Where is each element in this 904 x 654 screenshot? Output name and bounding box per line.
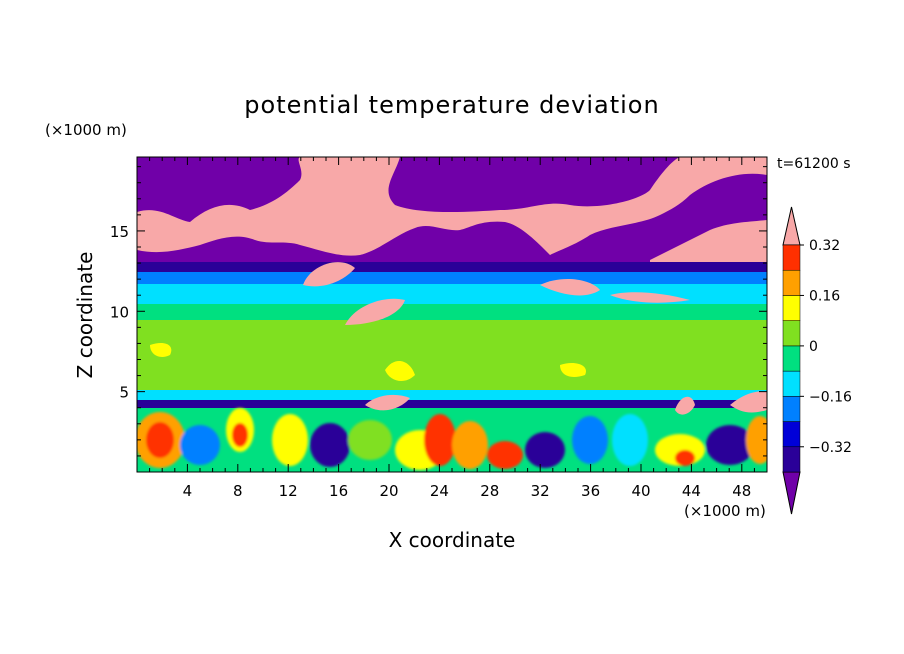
colorbar-segment <box>782 345 801 372</box>
x-tick-label: 48 <box>732 482 751 500</box>
x-tick-label: 4 <box>183 482 193 500</box>
x-unit-label: (×1000 m) <box>684 502 766 520</box>
colorbar-segment <box>782 421 801 448</box>
colorbar-max-arrow <box>782 206 801 246</box>
colorbar-segment <box>782 370 801 397</box>
x-tick-label: 28 <box>480 482 499 500</box>
y-tick-label: 10 <box>110 303 129 321</box>
region-teal-band <box>137 304 767 320</box>
region-inversion-band <box>137 400 767 408</box>
colorbar-segment <box>782 446 801 473</box>
y-axis: 5 10 15 <box>110 166 767 457</box>
region-cyan-band <box>137 284 767 304</box>
region-green-layer <box>137 320 767 390</box>
y-tick-label: 5 <box>119 384 129 402</box>
y-unit-label: (×1000 m) <box>45 121 127 139</box>
x-tick-label: 32 <box>531 482 550 500</box>
colorbar-segment <box>782 320 801 347</box>
x-axis: 4 8 12 16 20 24 28 32 36 40 44 48 <box>149 157 755 500</box>
colorbar-label: 0 <box>809 339 818 355</box>
colorbar-segment <box>782 396 801 422</box>
colorbar-segment <box>782 244 801 271</box>
colorbar-label: 0.32 <box>809 238 840 254</box>
colorbar-label: −0.32 <box>809 440 852 456</box>
x-tick-label: 44 <box>682 482 701 500</box>
x-axis-label: X coordinate <box>389 528 516 552</box>
region-blue-band <box>137 272 767 284</box>
region-dark-blue-band <box>137 262 767 272</box>
region-lower-cyan <box>137 390 767 400</box>
colorbar-label: −0.16 <box>809 389 852 405</box>
x-tick-label: 40 <box>631 482 650 500</box>
x-tick-label: 20 <box>379 482 398 500</box>
colorbar-segment <box>782 295 801 321</box>
boundary-layer-eddies <box>137 408 767 470</box>
x-tick-label: 8 <box>233 482 243 500</box>
cloud-patches <box>137 157 767 415</box>
chart-title: potential temperature deviation <box>244 91 659 119</box>
colorbar-segment <box>782 269 801 296</box>
x-tick-label: 16 <box>329 482 348 500</box>
colorbar-label: 0.16 <box>809 288 840 304</box>
x-tick-label: 24 <box>430 482 449 500</box>
y-axis-label: Z coordinate <box>73 252 97 379</box>
x-tick-label: 12 <box>279 482 298 500</box>
colorbar: 0.32 0.16 0 −0.16 −0.32 <box>782 206 852 515</box>
contour-field <box>137 157 767 472</box>
colorbar-min-arrow <box>782 471 801 515</box>
x-tick-label: 36 <box>581 482 600 500</box>
time-label: t=61200 s <box>777 156 851 172</box>
green-yellow-features <box>150 343 586 382</box>
y-tick-label: 15 <box>110 223 129 241</box>
